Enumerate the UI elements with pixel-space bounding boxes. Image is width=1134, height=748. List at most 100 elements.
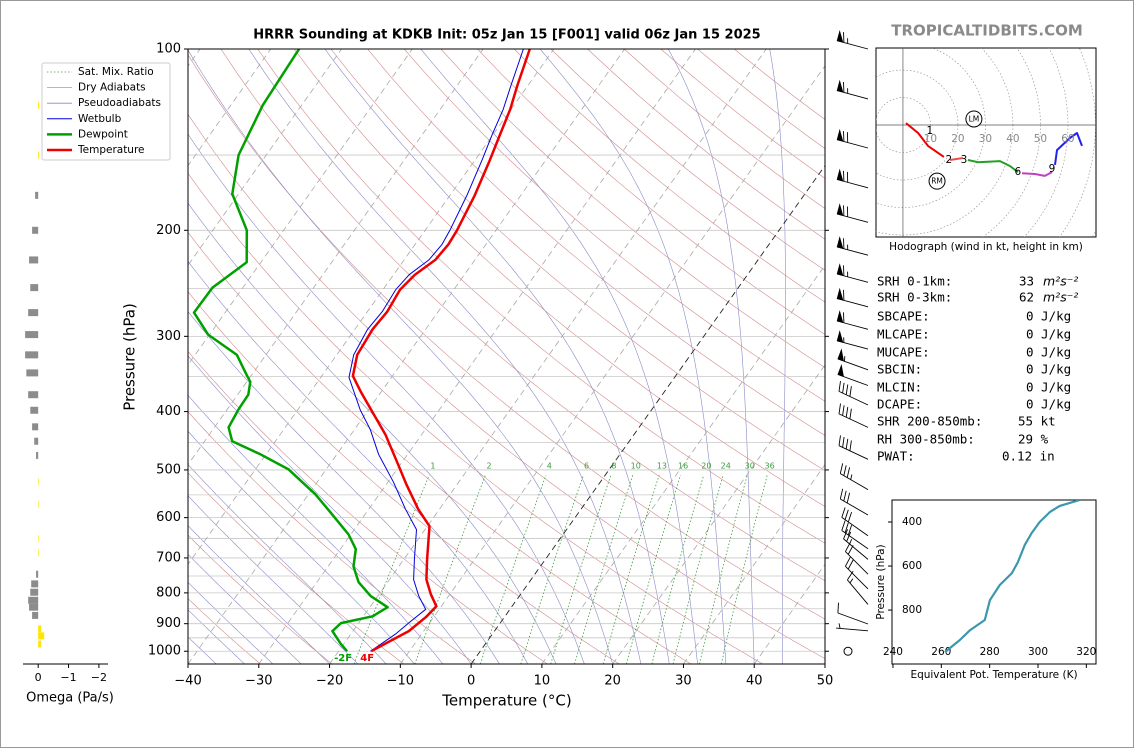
omega-bar	[25, 331, 39, 339]
omega-bar	[36, 451, 39, 459]
pseudoadiabat	[188, 430, 415, 664]
omega-bar	[38, 535, 39, 543]
y-tick-label: 500	[156, 462, 181, 477]
index-value: 55 kt	[1018, 414, 1056, 429]
omega-bar	[38, 101, 40, 109]
mixing-ratio-line	[479, 474, 547, 664]
barb-staff	[838, 403, 869, 428]
dry-adiabat	[220, 49, 825, 582]
index-value: 0 J/kg	[1026, 397, 1071, 412]
pseudoadiabat	[539, 49, 727, 664]
mixing-ratio-line	[626, 474, 681, 664]
storm-motion-marker	[928, 172, 946, 190]
index-value: 0 J/kg	[1026, 345, 1071, 360]
omega-bar	[38, 478, 39, 486]
barb-flag	[836, 29, 844, 43]
index-label: SBCAPE:	[877, 309, 930, 324]
dry-adiabat	[257, 49, 825, 544]
dry-adiabat	[188, 291, 620, 664]
index-unit: m²s⁻²	[1043, 274, 1078, 289]
chart-title: HRRR Sounding at KDKB Init: 05z Jan 15 […	[253, 28, 760, 43]
mixing-ratio-label: 13	[657, 462, 667, 471]
index-value: 0.12 in	[1002, 449, 1055, 464]
index-value: 0 J/kg	[1026, 362, 1071, 377]
omega-bar	[30, 588, 39, 596]
y-tick-label: 300	[156, 329, 181, 344]
index-label: SHR 200-850mb:	[877, 414, 982, 429]
omega-bar	[38, 549, 39, 557]
isotherm	[470, 164, 825, 664]
dry-adiabat	[293, 49, 825, 507]
index-value: 0 J/kg	[1026, 380, 1071, 395]
skewt-plot	[188, 49, 825, 664]
index-value: 0 J/kg	[1026, 309, 1071, 324]
height-label: 2	[946, 154, 953, 166]
profile-line	[351, 49, 531, 653]
mixing-ratio-label: 30	[745, 462, 755, 471]
omega-tick-label: −1	[60, 671, 76, 684]
hodograph-caption: Hodograph (wind in kt, height in km)	[889, 241, 1083, 253]
pseudoadiabat	[324, 49, 670, 664]
index-value: 62	[1019, 290, 1034, 305]
hodograph-trace	[1054, 132, 1083, 166]
wind-barb	[847, 570, 869, 605]
pseudoadiabat	[667, 49, 755, 664]
mixing-ratio-label: 1	[430, 462, 435, 471]
pseudoadiabat	[188, 202, 557, 664]
index-value: 0 J/kg	[1026, 327, 1071, 342]
profile-line	[192, 49, 389, 653]
pseudoadiabat	[248, 49, 642, 664]
legend-label: Dewpoint	[78, 128, 128, 140]
hodograph-ring-label: 20	[951, 133, 964, 145]
hodograph-ring-label: 40	[1006, 133, 1019, 145]
mixing-ratio-label: 16	[678, 462, 688, 471]
barb-flag	[836, 203, 844, 217]
omega-bar	[32, 226, 39, 234]
mixing-ratio-line	[520, 474, 584, 664]
omega-bar	[35, 191, 39, 199]
omega-bar	[34, 437, 39, 445]
wind-barb	[836, 310, 869, 330]
omega-bar	[38, 640, 42, 648]
x-tick-label: −40	[174, 674, 201, 689]
barb-staff	[843, 529, 869, 560]
theta-x-label: Equivalent Pot. Temperature (K)	[910, 669, 1077, 681]
mixing-ratio-label: 20	[701, 462, 711, 471]
index-unit: m²s⁻²	[1043, 290, 1078, 305]
hodograph-ring-label: 10	[924, 133, 937, 145]
hodograph-ring-label: 30	[979, 133, 992, 145]
plot-frame	[187, 48, 826, 665]
mixing-ratio-line	[651, 474, 705, 664]
theta-x-tick-label: 240	[883, 646, 903, 658]
storm-motion-label: LM	[969, 114, 980, 123]
mixing-ratio-label: 6	[584, 462, 589, 471]
wind-barb	[841, 507, 869, 537]
dry-adiabat	[513, 49, 825, 303]
isotherm	[188, 49, 555, 566]
legend-label: Wetbulb	[78, 113, 122, 125]
wind-barb	[836, 623, 869, 632]
mixing-ratio-line	[414, 474, 486, 664]
x-tick-label: −20	[316, 674, 343, 689]
mixing-ratio-label: 24	[721, 462, 731, 471]
dry-adiabat	[403, 49, 825, 402]
x-tick-label: −30	[245, 674, 272, 689]
hodograph-ring-label: 50	[1034, 133, 1047, 145]
pseudoadiabat	[188, 525, 330, 664]
wind-barb	[845, 556, 869, 590]
hodograph-frame	[875, 47, 1097, 238]
barb-staff	[841, 520, 869, 550]
x-tick-label: 20	[604, 674, 621, 689]
wind-barb	[837, 602, 869, 625]
barb-staff	[845, 542, 869, 575]
x-tick-label: 50	[817, 674, 834, 689]
index-value: 29 %	[1018, 432, 1049, 447]
isotherm	[258, 49, 696, 664]
y-tick-label: 600	[156, 510, 181, 525]
dry-adiabat	[330, 49, 825, 471]
hodograph-ring-label: 60	[1061, 133, 1074, 145]
omega-bar	[31, 580, 39, 588]
barb-staff	[838, 381, 869, 406]
isotherm	[612, 364, 825, 664]
